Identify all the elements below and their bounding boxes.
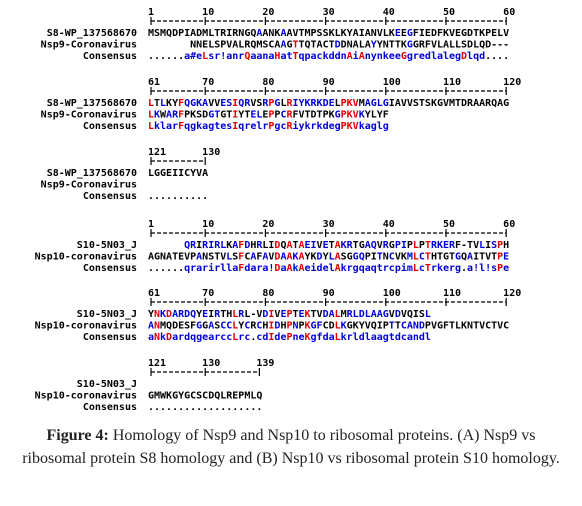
ruler-number: 130 — [202, 147, 220, 158]
caption-label: Figure 4: — [46, 427, 109, 444]
ruler-number: 80 — [262, 288, 274, 299]
ruler-number: 110 — [443, 77, 461, 88]
row-name: Nsp10-coronavirus — [35, 251, 137, 263]
row-name: Consensus — [83, 402, 137, 413]
row-name: Nsp9-Coronavirus — [41, 179, 137, 191]
ruler-number: 40 — [383, 219, 395, 230]
row-name: Consensus — [83, 263, 137, 274]
sequence: MSMQDPIADMLTRIRNGQAANKAAVTMPSSKLKYAIANVL… — [148, 28, 509, 39]
ruler-number: 61 — [148, 77, 160, 88]
row-name: Consensus — [83, 332, 137, 343]
sequence: LTLKYFQGKAVVESIQRVSRPGLRIYKRKDELPKVMAGLG… — [148, 98, 509, 109]
ruler-number: 30 — [323, 219, 335, 230]
ruler-number: 50 — [443, 7, 455, 18]
ruler-number: 60 — [503, 7, 515, 18]
ruler-number: 20 — [262, 219, 274, 230]
row-name: Nsp9-Coronavirus — [41, 109, 137, 121]
ruler-number: 1 — [148, 219, 154, 230]
ruler-number: 120 — [503, 288, 521, 299]
sequence: ......a#eLsr!anrQaanaHatTqpackddnAiAnynk… — [148, 50, 509, 62]
ruler-number: 130 — [202, 358, 220, 369]
sequence: LklarFqgkagtesIqrelrPgcRiykrkdegPKVkaglg — [148, 120, 389, 132]
ruler-number: 40 — [383, 7, 395, 18]
ruler-number: 10 — [202, 219, 214, 230]
ruler-number: 20 — [262, 7, 274, 18]
row-name: S8-WP_137568670 — [47, 168, 137, 179]
ruler-number: 90 — [323, 288, 335, 299]
sequence: aNkDardqgearccLrc.cdIdePneKgfdaLkrldlaag… — [148, 332, 431, 343]
row-name: Consensus — [83, 51, 137, 62]
ruler-number: 10 — [202, 7, 214, 18]
caption: Figure 4: Homology of Nsp9 and Nsp10 to … — [14, 424, 568, 470]
ruler-number: 120 — [503, 77, 521, 88]
ruler-number: 90 — [323, 77, 335, 88]
row-name: S10-5N03_J — [77, 379, 137, 390]
sequence: LGGEIICYVA — [148, 168, 208, 179]
ruler-number: 61 — [148, 288, 160, 299]
caption-text: Homology of Nsp9 and Nsp10 to ribosomal … — [22, 427, 560, 467]
row-name: S10-5N03_J — [77, 240, 137, 251]
ruler-number: 121 — [148, 358, 166, 369]
ruler-number: 121 — [148, 147, 166, 158]
sequence: LKWARFPKSDGTGTIYTELEPPCRFVTDTPKGPKVKYLYF — [148, 110, 389, 121]
row-name: Consensus — [83, 191, 137, 202]
sequence: GMWKGYGCSCDQLREPMLQ — [148, 391, 262, 402]
ruler-number: 100 — [383, 77, 401, 88]
ruler-number: 110 — [443, 288, 461, 299]
sequence: AGNATEVPANSTVLSFCAFAVDAAKAYKDYLASGGQPITN… — [148, 252, 509, 263]
row-name: S8-WP_137568670 — [47, 28, 137, 39]
sequence: QRIRIRLKAFDHRLIDQATAEIVETAKRTGAQVRGPIPLP… — [148, 240, 509, 251]
ruler-number: 1 — [148, 7, 154, 18]
ruler-number: 139 — [256, 358, 274, 369]
sequence: YNKDARDQYEIRTHLRL-VDIVEPTEKTVDALMRLDLAAG… — [148, 309, 431, 320]
ruler-number: 100 — [383, 288, 401, 299]
ruler-number: 60 — [503, 219, 515, 230]
row-name: Nsp9-Coronavirus — [41, 39, 137, 51]
sequence: ANMQDESFGGASCCLYCRCHIDHPNPKGFCDLKGKYVQIP… — [148, 321, 509, 332]
row-name: Nsp10-coronavirus — [35, 390, 137, 402]
ruler-number: 50 — [443, 219, 455, 230]
sequence: NNELSPVALRQMSCAAGTTQTACTDDNALAYYNTTKGGRF… — [148, 40, 509, 51]
ruler-number: 80 — [262, 77, 274, 88]
sequence: .......... — [148, 191, 208, 202]
row-name: S8-WP_137568670 — [47, 98, 137, 109]
ruler-number: 70 — [202, 288, 214, 299]
sequence: ................... — [148, 402, 262, 413]
ruler-number: 30 — [323, 7, 335, 18]
row-name: Consensus — [83, 121, 137, 132]
sequence: ......qrarirllaFdara!DaAkAeidelAkrgqaqtr… — [148, 262, 509, 274]
row-name: Nsp10-coronavirus — [35, 320, 137, 332]
ruler-number: 70 — [202, 77, 214, 88]
row-name: S10-5N03_J — [77, 309, 137, 320]
